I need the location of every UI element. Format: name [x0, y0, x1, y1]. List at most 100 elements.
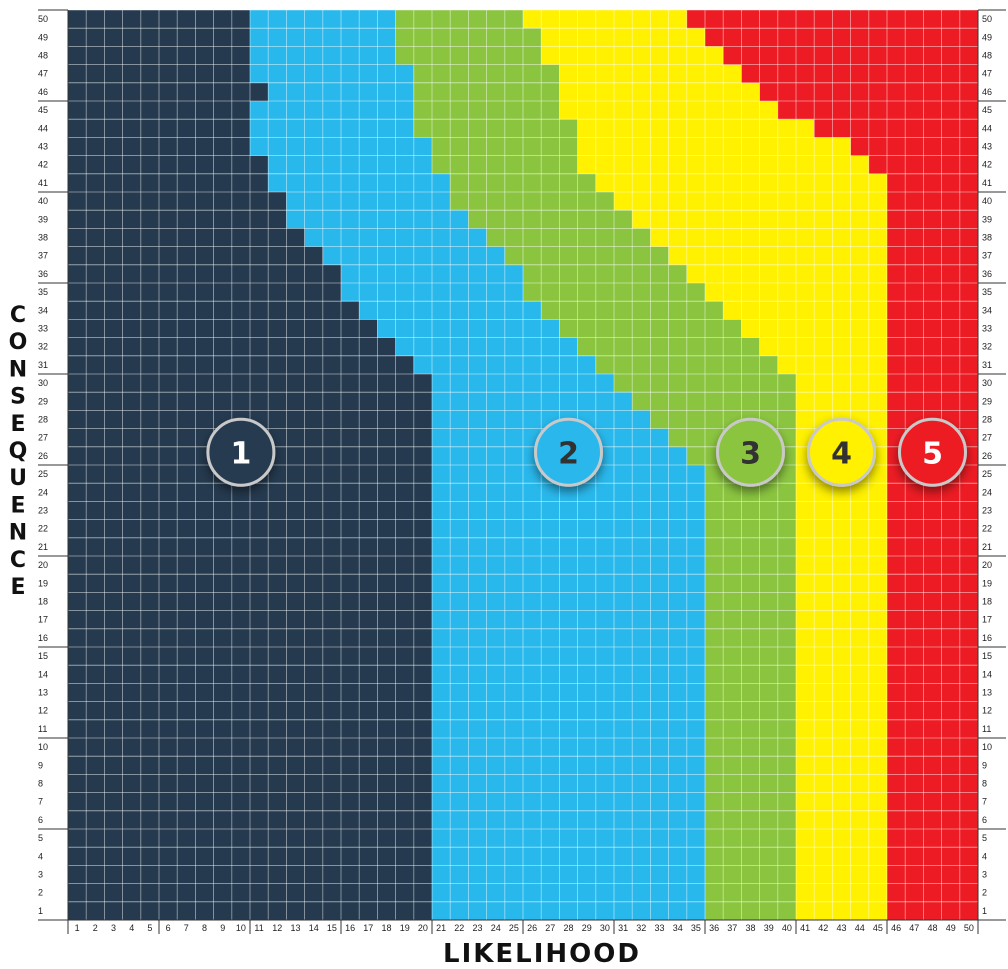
y-tick-label: 3	[982, 870, 987, 880]
heatmap-cell-run	[432, 683, 705, 702]
level-badge-circle	[898, 417, 967, 487]
x-axis-title: LIKELIHOOD	[443, 939, 641, 969]
y-tick-label: 28	[982, 415, 992, 425]
heatmap-cell-run	[887, 301, 978, 320]
heatmap-cell-run	[68, 264, 341, 283]
heatmap-cell-run	[887, 283, 978, 302]
x-tick-label: 25	[509, 923, 519, 933]
heatmap-cell-run	[850, 137, 978, 156]
x-tick-label: 14	[309, 923, 319, 933]
y-tick-label: 7	[38, 797, 43, 807]
x-tick-label: 47	[909, 923, 919, 933]
y-tick-labels-left: 1234567891011121314151617181920212223242…	[38, 14, 48, 916]
y-tick-label: 10	[38, 742, 48, 752]
y-tick-label: 31	[38, 360, 48, 370]
y-axis-title-letter: U	[9, 466, 27, 491]
y-axis-title-letter: S	[10, 385, 26, 410]
y-tick-label: 24	[38, 487, 48, 497]
heatmap-cell-run	[705, 556, 796, 575]
y-tick-label: 33	[38, 324, 48, 334]
heatmap-cell-run	[796, 519, 887, 538]
y-tick-label: 30	[982, 378, 992, 388]
heatmap-cell-run	[705, 537, 796, 556]
heatmap-cell-run	[432, 829, 705, 848]
heatmap-cell-run	[796, 392, 887, 411]
heatmap-cell-run	[887, 647, 978, 666]
y-tick-label: 32	[38, 342, 48, 352]
heatmap-cell-run	[432, 592, 705, 611]
level-badge: 2	[534, 417, 603, 487]
heatmap-cell-run	[705, 829, 796, 848]
y-tick-label: 2	[38, 888, 43, 898]
y-tick-label: 17	[982, 615, 992, 625]
y-tick-label: 37	[38, 251, 48, 261]
x-tick-label: 34	[673, 923, 683, 933]
y-tick-label: 48	[982, 51, 992, 61]
y-tick-label: 7	[982, 797, 987, 807]
heatmap-cell-run	[887, 847, 978, 866]
heatmap-cell-run	[796, 374, 887, 393]
heatmap-cell-run	[432, 865, 705, 884]
level-badge-circle	[716, 417, 785, 487]
heatmap-cell-run	[705, 628, 796, 647]
heatmap-cell-run	[468, 210, 633, 229]
y-tick-label: 45	[982, 105, 992, 115]
level-badge: 5	[898, 417, 967, 487]
y-tick-label: 18	[982, 597, 992, 607]
heatmap-cell-run	[705, 774, 796, 793]
heatmap-cell-run	[705, 647, 796, 666]
heatmap-cell-run	[887, 264, 978, 283]
heatmap-cell-run	[887, 392, 978, 411]
heatmap-cell-run	[796, 756, 887, 775]
y-tick-label: 8	[38, 779, 43, 789]
heatmap-cell-run	[68, 155, 269, 174]
heatmap-cell-run	[432, 883, 705, 902]
x-tick-label: 24	[491, 923, 501, 933]
heatmap-cell-run	[432, 810, 705, 829]
y-tick-label: 28	[38, 415, 48, 425]
heatmap-cell-run	[632, 392, 796, 411]
heatmap-cell-run	[887, 683, 978, 702]
heatmap-cell-run	[796, 792, 887, 811]
heatmap-cell-run	[887, 501, 978, 520]
heatmap-cell-run	[432, 647, 705, 666]
y-tick-label: 35	[38, 287, 48, 297]
heatmap-cell-run	[796, 865, 887, 884]
level-badge: 3	[716, 417, 785, 487]
y-tick-label: 49	[982, 32, 992, 42]
x-tick-label: 30	[600, 923, 610, 933]
y-tick-label: 25	[982, 469, 992, 479]
y-tick-label: 9	[38, 760, 43, 770]
heatmap-cell-run	[705, 792, 796, 811]
heatmap-cell-run	[705, 519, 796, 538]
y-tick-label: 1	[982, 906, 987, 916]
y-axis-title-letter: C	[10, 548, 26, 573]
x-tick-label: 8	[202, 923, 207, 933]
x-tick-label: 4	[129, 923, 134, 933]
heatmap-cell-run	[887, 865, 978, 884]
x-tick-label: 21	[436, 923, 446, 933]
axes	[38, 9, 1006, 934]
y-tick-label: 39	[982, 214, 992, 224]
heatmap-cell-run	[68, 173, 269, 192]
heatmap-cell-run	[250, 119, 414, 138]
y-tick-label: 25	[38, 469, 48, 479]
heatmap-cell-run	[814, 119, 978, 138]
heatmap-cell-run	[577, 137, 851, 156]
level-badge-circle	[206, 417, 276, 487]
y-tick-label: 29	[38, 396, 48, 406]
heatmap-cell-run	[705, 865, 796, 884]
y-tick-label: 49	[38, 32, 48, 42]
heatmap-cell-run	[705, 28, 978, 47]
heatmap-cell-run	[887, 483, 978, 502]
y-tick-label: 44	[38, 123, 48, 133]
heatmap-cell-run	[887, 319, 978, 338]
x-tick-label: 13	[290, 923, 300, 933]
y-tick-label: 45	[38, 105, 48, 115]
x-tick-label: 29	[582, 923, 592, 933]
heatmap-cell-run	[705, 901, 796, 920]
heatmap-cell-run	[887, 774, 978, 793]
level-badge-label: 5	[922, 436, 943, 471]
heatmap-cell-run	[486, 228, 651, 247]
